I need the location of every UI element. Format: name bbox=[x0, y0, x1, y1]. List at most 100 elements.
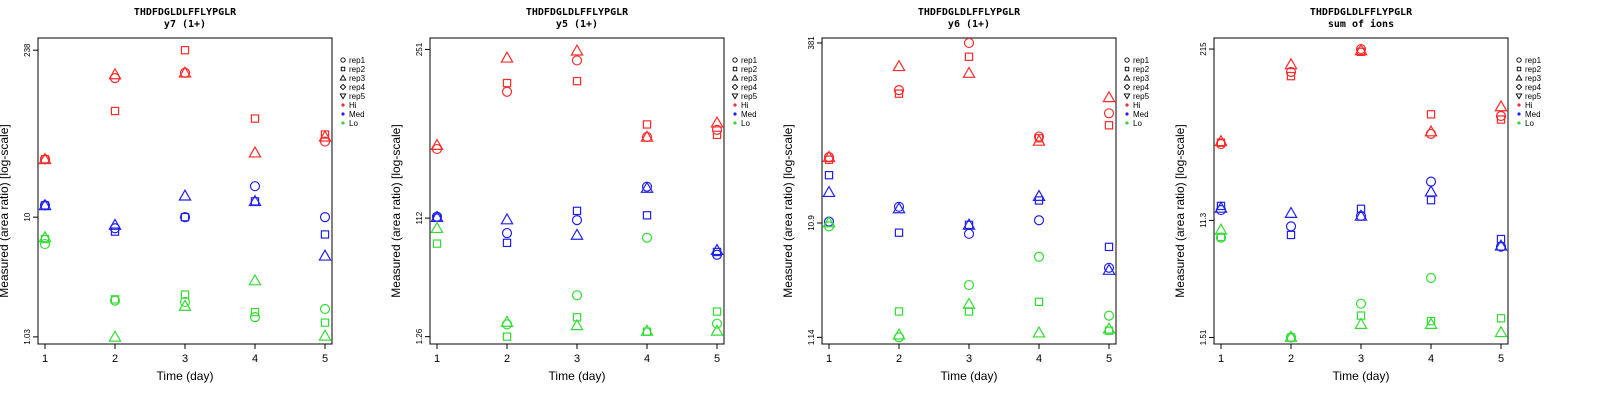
data-point-hi-rep3 bbox=[108, 67, 122, 80]
data-point-hi-rep1 bbox=[501, 86, 513, 97]
data-point-med-rep3 bbox=[318, 248, 332, 261]
legend-label-rep3: rep3 bbox=[1525, 74, 1542, 83]
data-point-hi-rep3 bbox=[892, 59, 906, 72]
legend-marker-rep2 bbox=[340, 66, 346, 72]
data-point-lo-rep3 bbox=[1494, 325, 1508, 338]
data-point-med-rep3 bbox=[962, 218, 976, 230]
legend-label-rep4: rep4 bbox=[1525, 83, 1542, 92]
x-tick-label: 2 bbox=[112, 353, 118, 365]
x-tick-label: 5 bbox=[322, 353, 328, 365]
legend-marker-lo bbox=[1517, 121, 1521, 125]
data-point-lo-rep3 bbox=[1354, 317, 1368, 329]
y-axis-label: Measured (area ratio) [log-scale] bbox=[781, 124, 795, 297]
legend-label-med: Med bbox=[741, 110, 757, 119]
legend-marker-rep5 bbox=[1515, 93, 1523, 100]
data-point-lo-rep3 bbox=[1214, 223, 1228, 235]
data-point-med-rep2 bbox=[1496, 234, 1506, 244]
data-point-lo-rep3 bbox=[430, 221, 444, 234]
data-point-med-rep1 bbox=[501, 227, 513, 239]
data-point-med-rep3 bbox=[570, 228, 584, 240]
legend-marker-rep4 bbox=[731, 83, 739, 91]
data-point-med-rep1 bbox=[963, 228, 975, 239]
legend-marker-rep1 bbox=[1516, 57, 1522, 63]
data-point-hi-rep2 bbox=[1426, 110, 1436, 119]
legend-marker-hi bbox=[733, 103, 737, 107]
legend-marker-rep2 bbox=[732, 66, 738, 72]
y-tick-label: 11.3 bbox=[1199, 212, 1208, 228]
data-point-lo-rep2 bbox=[432, 239, 442, 248]
legend-label-lo: Lo bbox=[1525, 119, 1534, 128]
legend-label-hi: Hi bbox=[741, 101, 749, 110]
data-point-med-rep1 bbox=[571, 214, 583, 226]
legend-marker-med bbox=[1125, 112, 1129, 116]
data-point-lo-rep3 bbox=[1102, 321, 1116, 334]
legend-label-rep4: rep4 bbox=[349, 83, 366, 92]
data-point-lo-rep2 bbox=[1216, 232, 1226, 242]
x-tick-label: 4 bbox=[252, 353, 258, 365]
legend-marker-rep4 bbox=[1515, 83, 1523, 91]
data-point-med-rep3 bbox=[1424, 184, 1438, 197]
chart-title: THDFDGLDLFFLYPGLR bbox=[526, 7, 629, 18]
data-point-lo-rep3 bbox=[640, 324, 654, 336]
data-point-lo-rep2 bbox=[502, 332, 512, 341]
data-point-med-rep1 bbox=[1033, 215, 1045, 226]
data-point-med-rep1 bbox=[179, 212, 191, 223]
legend-label-lo: Lo bbox=[1133, 119, 1142, 128]
data-point-hi-rep3 bbox=[178, 65, 192, 78]
legend-label-hi: Hi bbox=[349, 101, 357, 110]
data-point-lo-rep2 bbox=[1104, 326, 1114, 335]
x-axis-label: Time (day) bbox=[1333, 369, 1390, 383]
x-tick-label: 5 bbox=[1498, 353, 1504, 365]
data-point-med-rep2 bbox=[642, 211, 652, 220]
legend-marker-rep3 bbox=[1515, 74, 1523, 81]
data-point-lo-rep3 bbox=[108, 330, 122, 342]
y-tick-label: 10 bbox=[23, 212, 32, 221]
data-point-med-rep3 bbox=[1032, 189, 1046, 202]
y-tick-label: 1.03 bbox=[23, 329, 32, 345]
legend-label-rep2: rep2 bbox=[741, 65, 758, 74]
legend-label-hi: Hi bbox=[1133, 101, 1141, 110]
legend-label-rep3: rep3 bbox=[1133, 74, 1150, 83]
legend-label-lo: Lo bbox=[349, 119, 358, 128]
data-point-med-rep3 bbox=[108, 218, 122, 230]
x-tick-label: 2 bbox=[896, 353, 902, 365]
data-point-hi-rep1 bbox=[571, 55, 583, 66]
data-point-hi-rep2 bbox=[180, 45, 190, 55]
data-point-med-rep3 bbox=[248, 194, 262, 207]
x-tick-label: 3 bbox=[182, 353, 188, 365]
legend-marker-rep2 bbox=[1516, 66, 1522, 72]
legend-label-rep1: rep1 bbox=[741, 56, 758, 65]
data-point-lo-rep2 bbox=[250, 307, 260, 317]
chart-title: THDFDGLDLFFLYPGLR bbox=[1310, 7, 1413, 18]
data-point-med-rep2 bbox=[502, 238, 512, 248]
data-point-hi-rep2 bbox=[824, 155, 834, 164]
y-axis-label: Measured (area ratio) [log-scale] bbox=[1173, 124, 1187, 297]
data-point-lo-rep2 bbox=[1034, 297, 1044, 307]
data-point-med-rep3 bbox=[640, 181, 654, 193]
data-point-hi-rep3 bbox=[38, 152, 52, 165]
data-point-hi-rep3 bbox=[1424, 124, 1438, 137]
x-tick-label: 1 bbox=[1218, 353, 1224, 365]
legend-label-hi: Hi bbox=[1525, 101, 1533, 110]
legend-marker-rep3 bbox=[339, 74, 347, 81]
data-point-lo-rep3 bbox=[248, 273, 262, 286]
data-point-med-rep3 bbox=[892, 201, 906, 214]
data-point-hi-rep1 bbox=[1285, 66, 1297, 78]
legend-marker-rep5 bbox=[339, 93, 347, 100]
data-point-hi-rep3 bbox=[500, 51, 514, 63]
y-tick-label: 251 bbox=[415, 42, 424, 56]
data-point-med-rep3 bbox=[822, 185, 836, 198]
data-point-hi-rep3 bbox=[1102, 90, 1116, 103]
data-point-hi-rep2 bbox=[712, 130, 722, 140]
data-point-med-rep2 bbox=[964, 220, 974, 230]
data-point-lo-rep2 bbox=[320, 318, 330, 327]
data-point-hi-rep1 bbox=[1033, 131, 1045, 142]
plot-frame bbox=[429, 37, 725, 345]
legend-marker-rep1 bbox=[732, 57, 738, 63]
data-point-hi-rep2 bbox=[502, 78, 512, 88]
